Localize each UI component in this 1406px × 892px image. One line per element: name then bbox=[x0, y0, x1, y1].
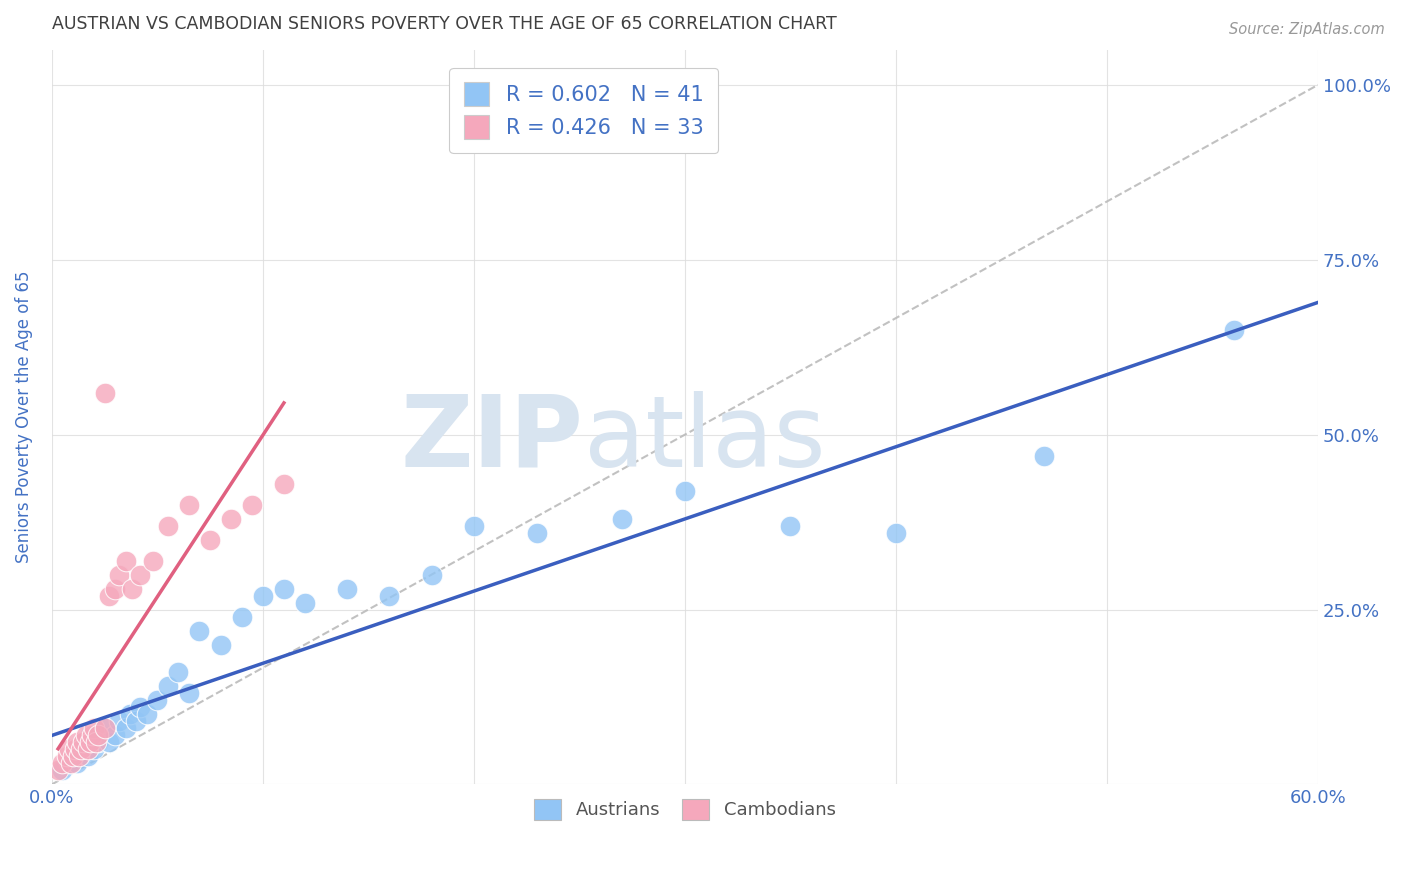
Point bbox=[336, 582, 359, 596]
Point bbox=[177, 686, 200, 700]
Point bbox=[87, 735, 110, 749]
Point bbox=[526, 525, 548, 540]
Point bbox=[62, 749, 84, 764]
Point bbox=[66, 735, 89, 749]
Point bbox=[135, 707, 157, 722]
Point bbox=[58, 756, 80, 771]
Point bbox=[156, 518, 179, 533]
Point bbox=[59, 756, 82, 771]
Point bbox=[420, 567, 443, 582]
Point bbox=[108, 714, 131, 729]
Point bbox=[1032, 449, 1054, 463]
Point bbox=[231, 609, 253, 624]
Point bbox=[121, 582, 143, 596]
Point bbox=[87, 729, 110, 743]
Point bbox=[779, 518, 801, 533]
Legend: Austrians, Cambodians: Austrians, Cambodians bbox=[527, 791, 842, 827]
Point bbox=[80, 729, 103, 743]
Point bbox=[62, 749, 84, 764]
Point bbox=[463, 518, 485, 533]
Point bbox=[273, 476, 295, 491]
Point bbox=[1222, 323, 1244, 337]
Point bbox=[108, 567, 131, 582]
Point bbox=[75, 729, 97, 743]
Text: AUSTRIAN VS CAMBODIAN SENIORS POVERTY OVER THE AGE OF 65 CORRELATION CHART: AUSTRIAN VS CAMBODIAN SENIORS POVERTY OV… bbox=[52, 15, 837, 33]
Point bbox=[63, 742, 86, 756]
Point bbox=[294, 595, 316, 609]
Point bbox=[66, 756, 89, 771]
Point bbox=[673, 483, 696, 498]
Point bbox=[83, 722, 105, 736]
Point bbox=[177, 498, 200, 512]
Point bbox=[146, 693, 169, 707]
Point bbox=[79, 735, 101, 749]
Point bbox=[58, 742, 80, 756]
Y-axis label: Seniors Poverty Over the Age of 65: Seniors Poverty Over the Age of 65 bbox=[15, 271, 32, 564]
Point bbox=[84, 735, 107, 749]
Point bbox=[129, 700, 152, 714]
Point bbox=[79, 729, 101, 743]
Point bbox=[104, 729, 127, 743]
Point bbox=[142, 553, 165, 567]
Point bbox=[93, 722, 115, 736]
Point bbox=[89, 729, 111, 743]
Point bbox=[72, 742, 94, 756]
Point bbox=[114, 553, 136, 567]
Point bbox=[188, 624, 211, 638]
Point bbox=[83, 742, 105, 756]
Point bbox=[219, 511, 242, 525]
Point bbox=[104, 582, 127, 596]
Point bbox=[118, 707, 141, 722]
Point bbox=[70, 742, 93, 756]
Point bbox=[125, 714, 148, 729]
Point bbox=[76, 749, 98, 764]
Point bbox=[51, 756, 73, 771]
Point bbox=[114, 722, 136, 736]
Text: atlas: atlas bbox=[583, 391, 825, 488]
Point bbox=[209, 638, 232, 652]
Point bbox=[610, 511, 633, 525]
Point bbox=[378, 589, 401, 603]
Point bbox=[55, 749, 77, 764]
Point bbox=[51, 764, 73, 778]
Point bbox=[93, 385, 115, 400]
Text: Source: ZipAtlas.com: Source: ZipAtlas.com bbox=[1229, 22, 1385, 37]
Point bbox=[156, 680, 179, 694]
Point bbox=[252, 589, 274, 603]
Point bbox=[46, 764, 69, 778]
Point bbox=[97, 589, 120, 603]
Point bbox=[167, 665, 190, 680]
Point bbox=[76, 742, 98, 756]
Point bbox=[273, 582, 295, 596]
Point bbox=[129, 567, 152, 582]
Point bbox=[97, 735, 120, 749]
Point bbox=[198, 533, 221, 547]
Point bbox=[884, 525, 907, 540]
Point bbox=[72, 735, 94, 749]
Point bbox=[240, 498, 263, 512]
Point bbox=[67, 749, 90, 764]
Point bbox=[93, 722, 115, 736]
Point bbox=[72, 735, 94, 749]
Text: ZIP: ZIP bbox=[401, 391, 583, 488]
